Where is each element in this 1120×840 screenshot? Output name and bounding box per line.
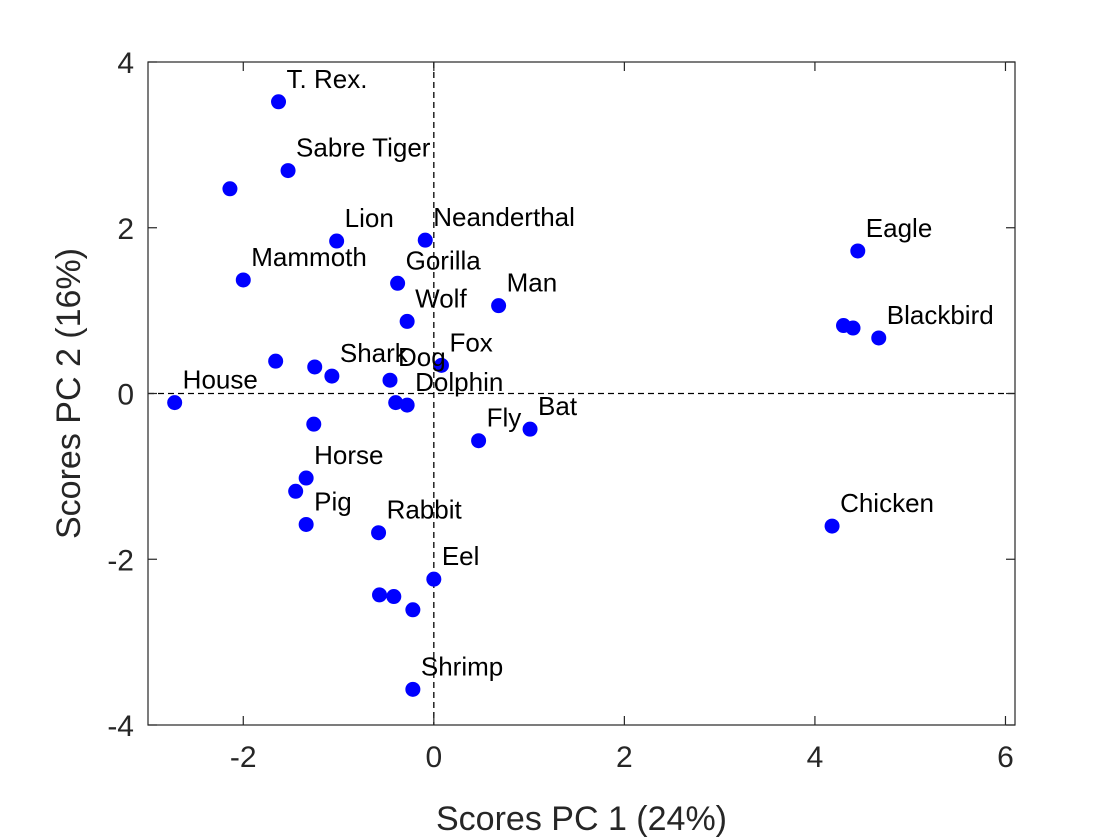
- point-label: Rabbit: [387, 495, 463, 525]
- x-tick-label: 0: [425, 741, 442, 774]
- data-point: [222, 181, 238, 197]
- data-point: [235, 272, 251, 288]
- data-point: [399, 397, 415, 413]
- reference-lines: [148, 62, 1015, 725]
- point-label: Shark: [340, 338, 409, 368]
- point-label: Fly: [487, 403, 522, 433]
- point-label: Shrimp: [421, 651, 503, 681]
- data-points: [167, 94, 887, 697]
- data-point: [372, 587, 388, 603]
- point-label: Bat: [538, 391, 578, 421]
- data-point: [382, 372, 398, 388]
- data-point: [871, 330, 887, 346]
- data-point: [522, 421, 538, 437]
- data-point: [471, 433, 487, 449]
- data-point: [390, 275, 406, 291]
- data-point: [271, 94, 287, 110]
- data-point: [491, 298, 507, 314]
- point-labels: T. Rex. Sabre Tiger Lion Neanderthal Mammoth…: [183, 64, 994, 682]
- y-tick-label: 0: [117, 379, 134, 412]
- point-label: Chicken: [840, 488, 934, 518]
- data-point: [280, 163, 296, 179]
- point-label: Sabre Tiger: [296, 133, 431, 163]
- data-point: [268, 353, 284, 369]
- point-label: Wolf: [415, 283, 467, 313]
- y-axis-title: Scores PC 2 (16%): [50, 248, 88, 539]
- x-axis-title: Scores PC 1 (24%): [436, 800, 727, 838]
- data-point: [399, 313, 415, 329]
- y-tick-label: -4: [107, 710, 134, 743]
- data-point: [405, 602, 421, 618]
- x-tick-label: 2: [616, 741, 633, 774]
- data-point: [824, 518, 840, 534]
- data-point: [433, 357, 449, 373]
- data-point: [298, 516, 314, 532]
- y-tick-label: 2: [117, 213, 134, 246]
- point-label: Dolphin: [415, 367, 503, 397]
- data-point: [850, 243, 866, 259]
- point-label: Gorilla: [406, 245, 482, 275]
- point-label: Eel: [442, 541, 480, 571]
- point-label: T. Rex.: [287, 64, 368, 94]
- y-tick-label: 4: [117, 47, 134, 80]
- data-point: [167, 395, 183, 411]
- point-label: House: [183, 365, 258, 395]
- point-label: Man: [507, 268, 558, 298]
- data-point: [324, 368, 340, 384]
- x-tick-label: -2: [230, 741, 257, 774]
- data-point: [426, 571, 442, 587]
- point-label: Neanderthal: [433, 202, 575, 232]
- data-point: [371, 525, 387, 541]
- x-tick-label: 4: [807, 741, 824, 774]
- y-tick-label: -2: [107, 544, 134, 577]
- point-label: Blackbird: [887, 300, 994, 330]
- data-point: [288, 483, 304, 499]
- point-label: Dog: [398, 342, 446, 372]
- tick-labels: -2 0 2 4 6 -4 -2 0 2 4: [107, 47, 1014, 774]
- data-point: [417, 232, 433, 248]
- point-label: Pig: [314, 486, 352, 516]
- data-point: [405, 681, 421, 697]
- data-point: [329, 233, 345, 249]
- data-point: [388, 395, 404, 411]
- x-tick-label: 6: [997, 741, 1014, 774]
- data-point: [307, 359, 323, 375]
- axes-box: [147, 61, 1016, 726]
- point-label: Lion: [345, 203, 394, 233]
- data-point: [386, 589, 402, 605]
- axis-ticks: [148, 61, 1015, 726]
- point-label: Fox: [449, 327, 492, 357]
- point-label: Eagle: [866, 213, 933, 243]
- point-label: Mammoth: [251, 242, 367, 272]
- data-point: [298, 470, 314, 486]
- point-label: Horse: [314, 440, 383, 470]
- data-point: [306, 416, 322, 432]
- data-point: [845, 320, 861, 336]
